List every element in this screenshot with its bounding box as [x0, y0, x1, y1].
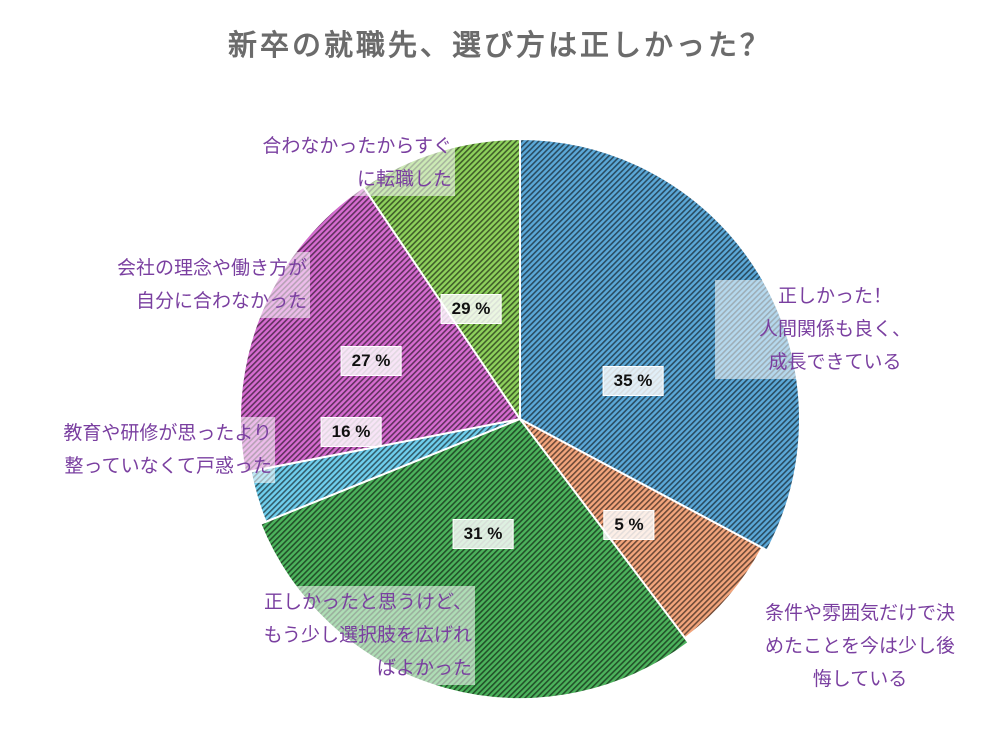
slice-value-label-5: 27 % — [340, 346, 402, 376]
slice-category-label-line: 教育や研修が思ったより — [20, 417, 275, 450]
slice-value-label-2: 5 % — [603, 510, 655, 540]
slice-category-label-4: 教育や研修が思ったより 整っていなくて戸惑った — [20, 417, 275, 483]
slice-category-label-line: 成長できている — [715, 346, 955, 379]
slice-category-label-line: 正しかったと思うけど、 — [220, 586, 475, 619]
slice-category-label-line: めたことを今は少し後 — [730, 630, 990, 663]
slice-category-label-line: 正しかった！ — [715, 280, 955, 313]
slice-category-label-line: 整っていなくて戸惑った — [20, 450, 275, 483]
slice-category-label-line: に転職した — [215, 163, 455, 196]
slice-category-label-line: 合わなかったからすぐ — [215, 130, 455, 163]
slice-category-label-line: 人間関係も良く、 — [715, 313, 955, 346]
pie-slice-1 — [519, 137, 801, 552]
slice-category-label-line: もう少し選択肢を広げれ — [220, 619, 475, 652]
slice-value-label-4: 16 % — [320, 417, 382, 447]
slice-category-label-line: 自分に合わなかった — [85, 285, 310, 318]
slice-value-label-3: 31 % — [452, 519, 514, 549]
slice-category-label-1: 正しかった！ 人間関係も良く、 成長できている — [715, 280, 955, 379]
slice-category-label-line: 会社の理念や働き方が — [85, 252, 310, 285]
slice-category-label-6: 合わなかったからすぐ に転職した — [215, 130, 455, 196]
slice-category-label-3: 正しかったと思うけど、 もう少し選択肢を広げれ ばよかった — [220, 586, 475, 685]
slice-category-label-line: 条件や雰囲気だけで決 — [730, 597, 990, 630]
slice-category-label-line: 悔している — [730, 663, 990, 696]
chart-title: 新卒の就職先、選び方は正しかった？ — [227, 28, 772, 62]
slice-value-label-1: 35 % — [602, 366, 664, 396]
slice-category-label-line: ばよかった — [220, 652, 475, 685]
slice-category-label-2: 条件や雰囲気だけで決 めたことを今は少し後 悔している — [730, 597, 990, 696]
slice-value-label-6: 29 % — [440, 294, 502, 324]
slice-category-label-5: 会社の理念や働き方が 自分に合わなかった — [85, 252, 310, 318]
